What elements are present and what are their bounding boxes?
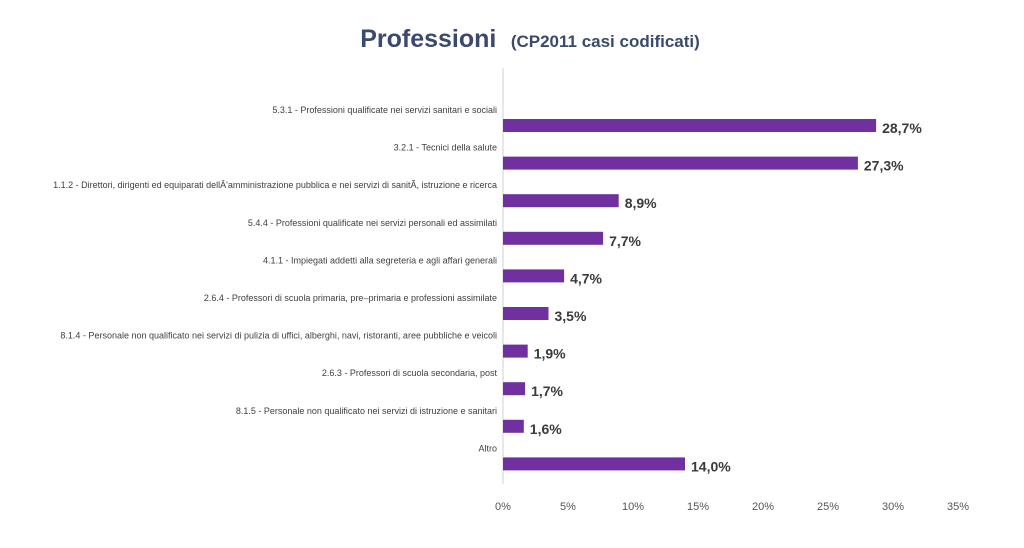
bar (503, 119, 877, 132)
value-label: 1,6% (530, 421, 562, 437)
value-label: 8,9% (625, 195, 657, 211)
x-tick-label: 15% (687, 501, 709, 513)
value-label: 4,7% (570, 270, 602, 286)
category-label: 1.1.2 - Direttori, dirigenti ed equipara… (53, 180, 497, 190)
bar (503, 457, 685, 471)
value-label: 7,7% (609, 233, 641, 249)
category-label: 4.1.1 - Impiegati addetti alla segreteri… (263, 255, 497, 265)
category-label: 2.6.4 - Professori di scuola primaria, p… (204, 293, 497, 303)
x-tick-label: 30% (882, 501, 904, 513)
bar (503, 269, 565, 283)
bar (503, 419, 524, 433)
x-axis-ticks: 0% 5% 10% 15% 20% 25% 30% 35% (495, 501, 969, 513)
x-tick-label: 35% (947, 501, 969, 513)
chart-title-main: Professioni (360, 25, 496, 53)
value-label: 3,5% (555, 308, 587, 324)
bars-group: 5.3.1 - Professioni qualificate nei serv… (53, 105, 922, 474)
bar (503, 156, 858, 170)
category-label: 5.4.4 - Professioni qualificate nei serv… (248, 218, 497, 228)
chart-title: Professioni (CP2011 casi codificati) (360, 25, 700, 53)
category-label: Altro (478, 443, 497, 453)
x-tick-label: 0% (495, 501, 511, 513)
category-label: 8.1.4 - Personale non qualificato nei se… (60, 331, 497, 341)
category-label: 8.1.5 - Personale non qualificato nei se… (236, 406, 497, 416)
category-label: 3.2.1 - Tecnici della salute (394, 143, 497, 153)
value-label: 14,0% (691, 458, 731, 474)
x-tick-label: 5% (560, 501, 576, 513)
value-label: 27,3% (864, 158, 904, 174)
x-tick-label: 20% (752, 501, 774, 513)
bar (503, 344, 528, 358)
bar (503, 194, 619, 208)
value-label: 28,7% (882, 120, 922, 136)
chart-subtitle: (CP2011 casi codificati) (511, 32, 700, 51)
category-label: 5.3.1 - Professioni qualificate nei serv… (272, 105, 497, 115)
bar (503, 231, 604, 245)
x-tick-label: 25% (817, 501, 839, 513)
bar (503, 307, 549, 320)
category-label: 2.6.3 - Professori di scuola secondaria,… (322, 368, 498, 378)
value-label: 1,7% (531, 383, 563, 399)
bar (503, 382, 526, 396)
value-label: 1,9% (534, 346, 566, 362)
x-tick-label: 10% (622, 501, 644, 513)
